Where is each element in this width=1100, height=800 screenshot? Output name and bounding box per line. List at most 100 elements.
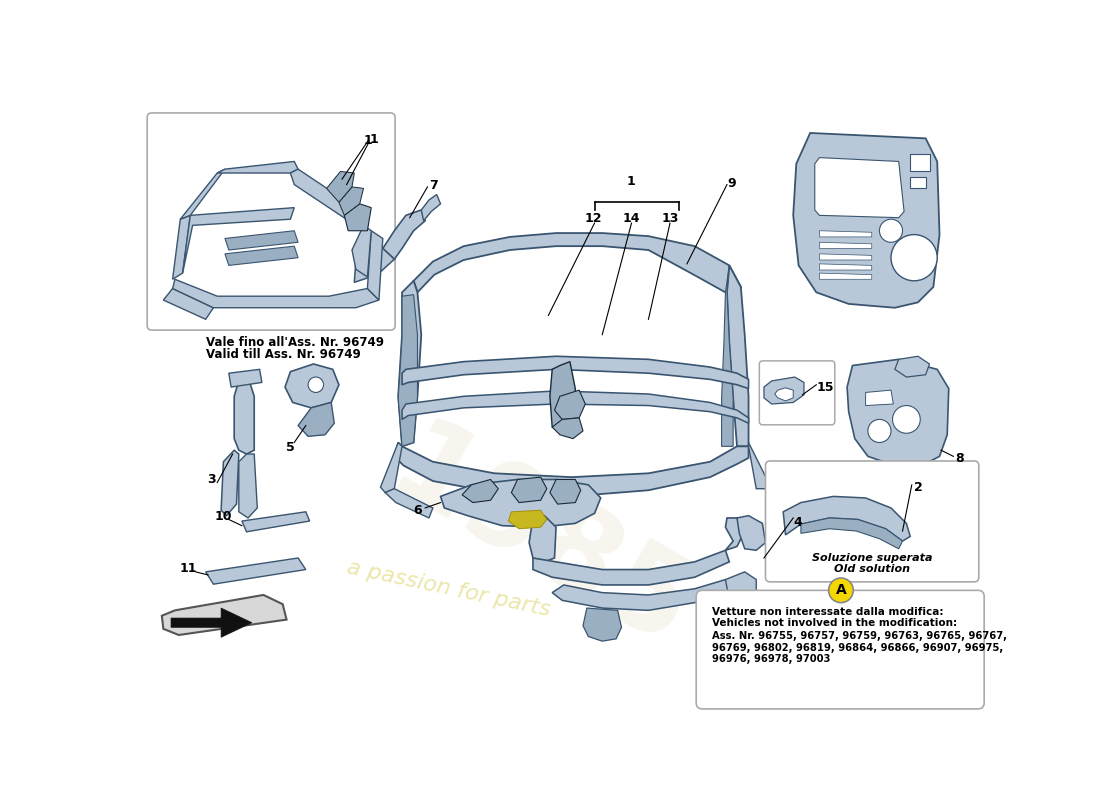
Polygon shape xyxy=(703,593,732,621)
Text: Vetture non interessate dalla modifica:: Vetture non interessate dalla modifica: xyxy=(712,606,943,617)
Polygon shape xyxy=(554,390,585,419)
Polygon shape xyxy=(462,479,498,502)
Polygon shape xyxy=(403,356,749,389)
Polygon shape xyxy=(290,169,363,226)
Polygon shape xyxy=(163,289,213,319)
Polygon shape xyxy=(242,512,310,532)
Text: 8: 8 xyxy=(955,452,964,465)
Text: 9: 9 xyxy=(727,177,736,190)
Polygon shape xyxy=(550,479,581,504)
Text: a passion for parts: a passion for parts xyxy=(344,558,552,620)
Polygon shape xyxy=(552,418,583,438)
Polygon shape xyxy=(414,233,741,292)
Polygon shape xyxy=(183,208,295,273)
Polygon shape xyxy=(385,489,433,518)
Text: 12: 12 xyxy=(584,211,602,225)
Polygon shape xyxy=(234,377,254,454)
Circle shape xyxy=(828,578,854,602)
Polygon shape xyxy=(722,266,733,446)
Text: 7: 7 xyxy=(429,179,438,192)
Polygon shape xyxy=(224,230,298,250)
Polygon shape xyxy=(298,402,334,436)
Polygon shape xyxy=(229,370,262,387)
Polygon shape xyxy=(367,230,383,300)
Polygon shape xyxy=(911,154,930,171)
Polygon shape xyxy=(173,215,190,279)
FancyBboxPatch shape xyxy=(696,590,984,709)
Polygon shape xyxy=(895,356,930,377)
Polygon shape xyxy=(421,194,440,221)
Text: Soluzione superata: Soluzione superata xyxy=(812,553,932,562)
Polygon shape xyxy=(403,391,749,423)
Polygon shape xyxy=(866,390,893,406)
Text: 6: 6 xyxy=(414,504,421,517)
Text: 10: 10 xyxy=(214,510,232,523)
Polygon shape xyxy=(801,518,902,549)
Polygon shape xyxy=(224,246,298,266)
Polygon shape xyxy=(172,608,252,638)
Text: #d4c840: #d4c840 xyxy=(517,573,524,574)
Circle shape xyxy=(891,234,937,281)
Text: 3: 3 xyxy=(207,474,216,486)
Polygon shape xyxy=(815,158,904,218)
Polygon shape xyxy=(239,454,257,518)
Text: A: A xyxy=(836,583,846,598)
Polygon shape xyxy=(726,572,757,602)
Text: 13: 13 xyxy=(661,211,679,225)
Polygon shape xyxy=(440,479,601,527)
Polygon shape xyxy=(529,516,556,562)
Polygon shape xyxy=(285,364,339,408)
Polygon shape xyxy=(793,133,939,308)
Text: 14: 14 xyxy=(623,211,640,225)
Text: 11: 11 xyxy=(179,562,197,575)
Text: 5: 5 xyxy=(286,441,295,454)
Polygon shape xyxy=(552,579,732,610)
Text: Old solution: Old solution xyxy=(834,564,910,574)
Text: Ass. Nr. 96755, 96757, 96759, 96763, 96765, 96767,: Ass. Nr. 96755, 96757, 96759, 96763, 967… xyxy=(712,631,1006,641)
Polygon shape xyxy=(383,210,425,259)
Polygon shape xyxy=(206,558,306,584)
Polygon shape xyxy=(352,226,372,277)
Polygon shape xyxy=(774,388,793,401)
Text: 2: 2 xyxy=(914,481,923,494)
Circle shape xyxy=(308,377,323,393)
Circle shape xyxy=(868,419,891,442)
FancyBboxPatch shape xyxy=(759,361,835,425)
Polygon shape xyxy=(354,249,395,282)
Polygon shape xyxy=(395,442,749,496)
Polygon shape xyxy=(820,264,871,270)
Polygon shape xyxy=(344,204,372,230)
FancyBboxPatch shape xyxy=(147,113,395,330)
Polygon shape xyxy=(820,254,871,260)
Text: 4: 4 xyxy=(793,516,802,529)
Polygon shape xyxy=(783,496,911,541)
Polygon shape xyxy=(737,516,766,550)
Text: 15: 15 xyxy=(816,381,834,394)
Polygon shape xyxy=(550,362,575,431)
Polygon shape xyxy=(173,279,378,308)
Polygon shape xyxy=(339,187,363,215)
Text: 96976, 96978, 97003: 96976, 96978, 97003 xyxy=(712,654,830,664)
Circle shape xyxy=(880,219,903,242)
Polygon shape xyxy=(820,230,871,237)
Text: 1: 1 xyxy=(370,133,378,146)
Polygon shape xyxy=(221,450,239,516)
Polygon shape xyxy=(398,281,421,446)
Polygon shape xyxy=(911,177,926,188)
Circle shape xyxy=(892,406,921,434)
Text: Valid till Ass. Nr. 96749: Valid till Ass. Nr. 96749 xyxy=(206,348,361,361)
Text: 96769, 96802, 96819, 96864, 96866, 96907, 96975,: 96769, 96802, 96819, 96864, 96866, 96907… xyxy=(712,642,1003,653)
Polygon shape xyxy=(162,595,286,635)
Polygon shape xyxy=(847,359,948,466)
Polygon shape xyxy=(327,171,354,202)
Polygon shape xyxy=(180,169,224,219)
Polygon shape xyxy=(512,477,547,502)
Polygon shape xyxy=(381,442,403,493)
FancyBboxPatch shape xyxy=(766,461,979,582)
Polygon shape xyxy=(218,162,298,173)
Text: 1: 1 xyxy=(363,134,372,147)
Text: Vehicles not involved in the modification:: Vehicles not involved in the modificatio… xyxy=(712,618,957,628)
Polygon shape xyxy=(398,294,418,446)
Polygon shape xyxy=(726,518,745,550)
Polygon shape xyxy=(763,377,804,404)
